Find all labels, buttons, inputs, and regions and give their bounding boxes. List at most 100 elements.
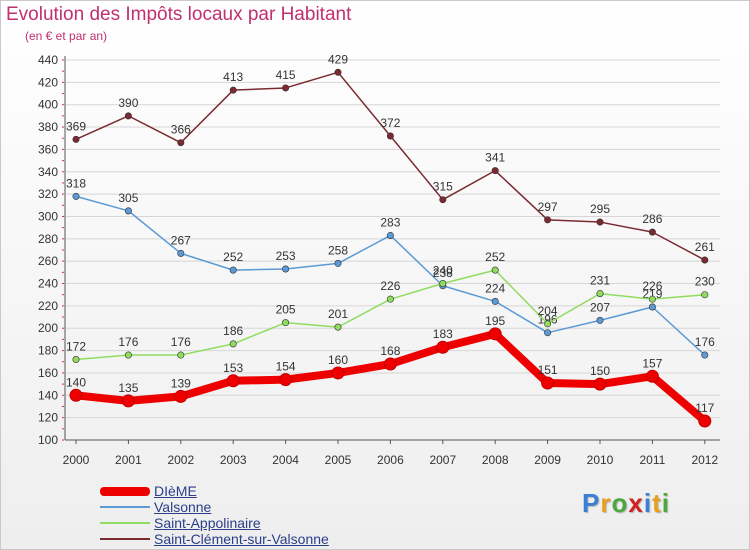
data-label: 238 bbox=[433, 266, 453, 280]
data-label: 366 bbox=[171, 123, 191, 137]
data-point bbox=[226, 374, 240, 388]
data-label: 176 bbox=[118, 335, 138, 349]
x-tick-label: 2011 bbox=[639, 453, 665, 467]
data-label: 231 bbox=[590, 274, 610, 288]
data-label: 150 bbox=[590, 364, 610, 378]
data-label: 157 bbox=[642, 356, 662, 370]
data-point bbox=[121, 394, 135, 408]
data-point bbox=[491, 266, 499, 274]
data-point bbox=[491, 167, 499, 175]
y-tick-label: 220 bbox=[38, 299, 58, 313]
data-label: 283 bbox=[380, 215, 400, 229]
data-label: 261 bbox=[695, 240, 715, 254]
data-label: 413 bbox=[223, 70, 243, 84]
data-label: 226 bbox=[642, 279, 662, 293]
legend-swatch bbox=[100, 522, 150, 524]
data-point bbox=[229, 340, 237, 348]
data-point bbox=[282, 319, 290, 327]
data-label: 153 bbox=[223, 361, 243, 375]
x-tick-label: 2003 bbox=[220, 453, 247, 467]
data-point bbox=[544, 320, 552, 328]
y-tick-label: 400 bbox=[38, 98, 58, 112]
legend-label: Saint-Appolinaire bbox=[154, 515, 261, 531]
data-point bbox=[596, 316, 604, 324]
data-point bbox=[334, 68, 342, 76]
data-label: 318 bbox=[66, 176, 86, 190]
data-point bbox=[386, 132, 394, 140]
logo-letter: t bbox=[652, 488, 662, 518]
y-tick-label: 240 bbox=[38, 277, 58, 291]
data-point bbox=[386, 231, 394, 239]
data-point bbox=[645, 369, 659, 383]
logo-letter: i bbox=[661, 488, 670, 518]
data-label: 429 bbox=[328, 52, 348, 66]
legend-label: DIèME bbox=[154, 483, 197, 499]
data-label: 151 bbox=[538, 363, 558, 377]
data-label: 267 bbox=[171, 233, 191, 247]
x-tick-label: 2008 bbox=[482, 453, 509, 467]
data-label: 117 bbox=[695, 401, 714, 415]
logo-letter: o bbox=[611, 488, 629, 518]
data-point bbox=[334, 259, 342, 267]
y-tick-label: 180 bbox=[38, 344, 58, 358]
data-label: 168 bbox=[380, 344, 400, 358]
data-point bbox=[701, 291, 709, 299]
y-tick-label: 140 bbox=[38, 388, 58, 402]
data-point bbox=[177, 249, 185, 257]
logo-letter: r bbox=[600, 488, 612, 518]
data-label: 258 bbox=[328, 243, 348, 257]
data-label: 252 bbox=[485, 250, 505, 264]
data-point bbox=[491, 297, 499, 305]
legend-swatch bbox=[100, 506, 150, 508]
data-point bbox=[596, 218, 604, 226]
y-tick-label: 160 bbox=[38, 366, 58, 380]
data-label: 372 bbox=[380, 116, 400, 130]
data-label: 176 bbox=[171, 335, 191, 349]
chart-subtitle: (en € et par an) bbox=[25, 29, 108, 43]
data-label: 207 bbox=[590, 300, 610, 314]
data-point bbox=[72, 135, 80, 143]
data-point bbox=[177, 139, 185, 147]
proxiti-logo: Proxiti bbox=[582, 488, 670, 519]
logo-letter: x bbox=[628, 488, 644, 518]
data-point bbox=[439, 280, 447, 288]
x-tick-label: 2004 bbox=[272, 453, 299, 467]
x-tick-label: 2007 bbox=[429, 453, 456, 467]
data-label: 252 bbox=[223, 250, 243, 264]
y-tick-label: 260 bbox=[38, 254, 58, 268]
x-tick-label: 2002 bbox=[167, 453, 194, 467]
data-point bbox=[701, 256, 709, 264]
data-point bbox=[69, 388, 83, 402]
data-label: 154 bbox=[276, 360, 296, 374]
legend-label: Saint-Clément-sur-Valsonne bbox=[154, 531, 329, 547]
y-tick-label: 360 bbox=[38, 142, 58, 156]
x-tick-label: 2010 bbox=[587, 453, 614, 467]
data-point bbox=[124, 207, 132, 215]
data-label: 139 bbox=[171, 376, 191, 390]
y-tick-label: 440 bbox=[38, 53, 58, 67]
legend-swatch bbox=[100, 486, 150, 496]
data-point bbox=[174, 389, 188, 403]
data-label: 415 bbox=[276, 68, 296, 82]
data-point bbox=[383, 357, 397, 371]
data-point bbox=[386, 295, 394, 303]
data-label: 219 bbox=[642, 287, 662, 301]
data-point bbox=[698, 414, 712, 428]
x-tick-label: 2006 bbox=[377, 453, 404, 467]
data-point bbox=[593, 377, 607, 391]
data-label: 295 bbox=[590, 202, 610, 216]
data-label: 230 bbox=[695, 275, 715, 289]
data-label: 240 bbox=[433, 264, 453, 278]
data-point bbox=[544, 216, 552, 224]
x-tick-label: 2005 bbox=[325, 453, 352, 467]
data-label: 195 bbox=[485, 314, 505, 328]
data-point bbox=[488, 327, 502, 341]
x-tick-label: 2000 bbox=[63, 453, 90, 467]
data-point bbox=[436, 340, 450, 354]
data-point bbox=[177, 351, 185, 359]
data-point bbox=[331, 366, 345, 380]
data-label: 205 bbox=[276, 303, 296, 317]
data-label: 369 bbox=[66, 119, 86, 133]
data-point bbox=[229, 86, 237, 94]
